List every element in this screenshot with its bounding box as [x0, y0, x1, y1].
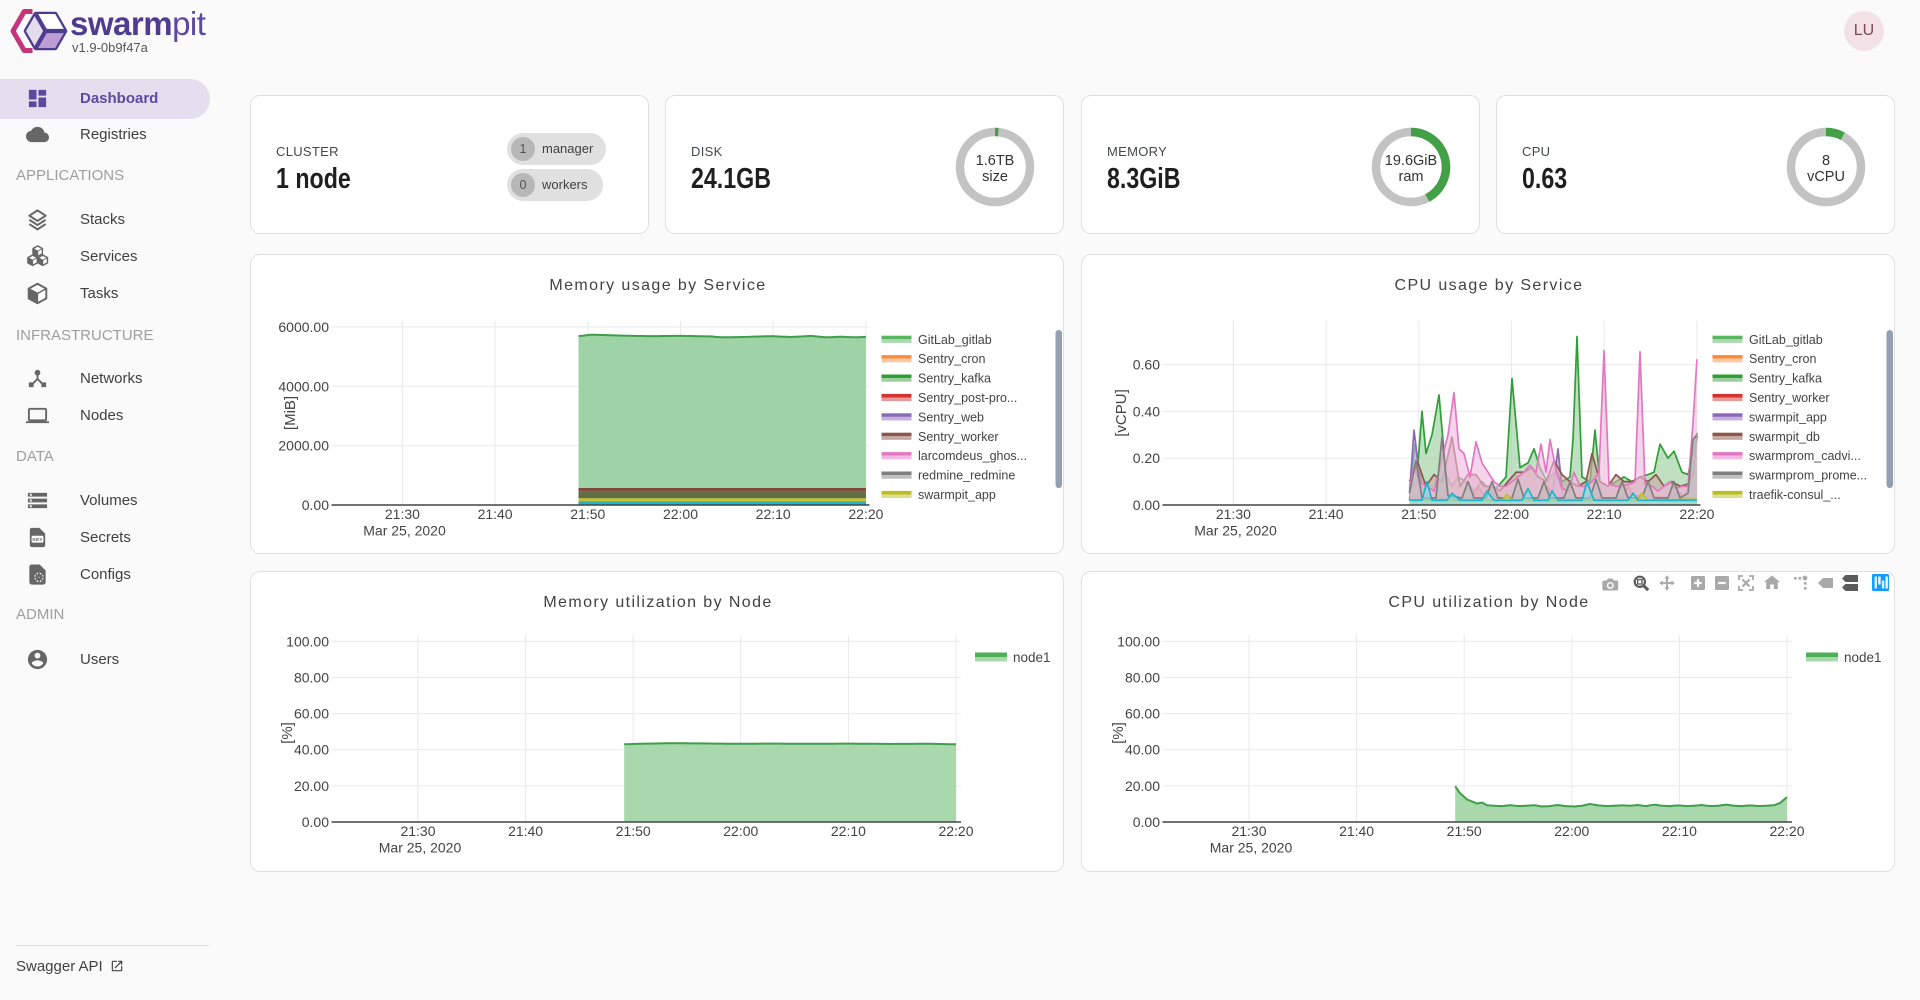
- svg-text:Mar 25, 2020: Mar 25, 2020: [1194, 523, 1277, 539]
- svg-text:swarmprom_cadvi...: swarmprom_cadvi...: [1749, 449, 1861, 463]
- svg-text:21:50: 21:50: [1401, 506, 1436, 522]
- svg-text:6000.00: 6000.00: [278, 319, 329, 335]
- svg-text:Mar 25, 2020: Mar 25, 2020: [363, 523, 446, 539]
- svg-text:21:50: 21:50: [616, 823, 651, 839]
- svg-text:60.00: 60.00: [294, 706, 329, 722]
- svg-text:size: size: [982, 169, 1008, 185]
- svg-text:0.00: 0.00: [1133, 497, 1160, 513]
- svg-text:100.00: 100.00: [286, 633, 329, 649]
- svg-text:0.00: 0.00: [302, 497, 329, 513]
- svg-text:Sentry_kafka: Sentry_kafka: [918, 372, 991, 386]
- svg-text:40.00: 40.00: [294, 742, 329, 758]
- svg-text:larcomdeus_ghos...: larcomdeus_ghos...: [918, 449, 1027, 463]
- svg-text:1.6TB: 1.6TB: [976, 153, 1015, 169]
- svg-text:21:50: 21:50: [570, 506, 605, 522]
- svg-text:[%]: [%]: [279, 722, 296, 744]
- svg-text:22:10: 22:10: [831, 823, 866, 839]
- svg-text:swarmpit_db: swarmpit_db: [1749, 430, 1820, 444]
- svg-text:Memory usage by Service: Memory usage by Service: [549, 277, 766, 294]
- svg-text:CPU usage by Service: CPU usage by Service: [1395, 277, 1584, 294]
- svg-text:21:30: 21:30: [385, 506, 420, 522]
- svg-text:21:40: 21:40: [1339, 823, 1374, 839]
- svg-text:22:20: 22:20: [938, 823, 973, 839]
- svg-text:40.00: 40.00: [1125, 742, 1160, 758]
- svg-text:19.6GiB: 19.6GiB: [1385, 153, 1437, 169]
- svg-text:60.00: 60.00: [1125, 706, 1160, 722]
- svg-text:[vCPU]: [vCPU]: [1113, 389, 1130, 437]
- svg-text:Sentry_worker: Sentry_worker: [918, 430, 999, 444]
- svg-text:swarmpit_app: swarmpit_app: [918, 488, 996, 502]
- svg-text:21:50: 21:50: [1447, 823, 1482, 839]
- svg-text:80.00: 80.00: [294, 670, 329, 686]
- svg-text:22:00: 22:00: [1494, 506, 1529, 522]
- svg-text:CPU utilization by Node: CPU utilization by Node: [1388, 594, 1589, 611]
- svg-text:Mar 25, 2020: Mar 25, 2020: [379, 840, 462, 856]
- svg-text:[%]: [%]: [1110, 722, 1127, 744]
- svg-text:21:30: 21:30: [1231, 823, 1266, 839]
- svg-text:4000.00: 4000.00: [278, 378, 329, 394]
- svg-text:Mar 25, 2020: Mar 25, 2020: [1210, 840, 1293, 856]
- svg-text:redmine_redmine: redmine_redmine: [918, 469, 1015, 483]
- svg-text:0.20: 0.20: [1133, 450, 1160, 466]
- svg-text:21:40: 21:40: [1309, 506, 1344, 522]
- svg-text:node1: node1: [1013, 650, 1051, 665]
- svg-text:22:00: 22:00: [663, 506, 698, 522]
- svg-text:22:10: 22:10: [1662, 823, 1697, 839]
- svg-text:ram: ram: [1399, 169, 1424, 185]
- svg-text:0.60: 0.60: [1133, 357, 1160, 373]
- svg-text:swarmprom_prome...: swarmprom_prome...: [1749, 469, 1867, 483]
- svg-text:Sentry_post-pro...: Sentry_post-pro...: [918, 391, 1017, 405]
- svg-text:0.40: 0.40: [1133, 403, 1160, 419]
- svg-text:traefik-consul_...: traefik-consul_...: [1749, 488, 1841, 502]
- svg-text:21:40: 21:40: [508, 823, 543, 839]
- svg-text:Sentry_kafka: Sentry_kafka: [1749, 372, 1822, 386]
- svg-text:vCPU: vCPU: [1807, 169, 1845, 185]
- svg-text:21:40: 21:40: [478, 506, 513, 522]
- svg-text:Sentry_worker: Sentry_worker: [1749, 391, 1830, 405]
- svg-text:0.00: 0.00: [1133, 814, 1160, 830]
- svg-text:100.00: 100.00: [1117, 633, 1160, 649]
- svg-text:swarmpit_app: swarmpit_app: [1749, 410, 1827, 424]
- svg-text:80.00: 80.00: [1125, 670, 1160, 686]
- svg-text:Sentry_cron: Sentry_cron: [918, 352, 985, 366]
- svg-text:20.00: 20.00: [294, 778, 329, 794]
- svg-text:Sentry_cron: Sentry_cron: [1749, 352, 1816, 366]
- svg-text:22:10: 22:10: [756, 506, 791, 522]
- svg-text:21:30: 21:30: [400, 823, 435, 839]
- svg-text:22:20: 22:20: [1679, 506, 1714, 522]
- svg-text:8: 8: [1822, 153, 1830, 169]
- svg-text:GitLab_gitlab: GitLab_gitlab: [918, 333, 992, 347]
- svg-text:[MiB]: [MiB]: [282, 396, 299, 430]
- svg-text:20.00: 20.00: [1125, 778, 1160, 794]
- svg-text:22:20: 22:20: [1769, 823, 1804, 839]
- svg-text:22:00: 22:00: [723, 823, 758, 839]
- svg-text:21:30: 21:30: [1216, 506, 1251, 522]
- svg-text:Memory utilization by Node: Memory utilization by Node: [543, 594, 772, 611]
- svg-text:node1: node1: [1844, 650, 1882, 665]
- svg-text:22:10: 22:10: [1587, 506, 1622, 522]
- svg-text:GitLab_gitlab: GitLab_gitlab: [1749, 333, 1823, 347]
- svg-text:22:20: 22:20: [848, 506, 883, 522]
- svg-text:Sentry_web: Sentry_web: [918, 410, 984, 424]
- svg-text:0.00: 0.00: [302, 814, 329, 830]
- svg-text:2000.00: 2000.00: [278, 438, 329, 454]
- svg-text:22:00: 22:00: [1554, 823, 1589, 839]
- svg-text:KEY: KEY: [32, 537, 43, 543]
